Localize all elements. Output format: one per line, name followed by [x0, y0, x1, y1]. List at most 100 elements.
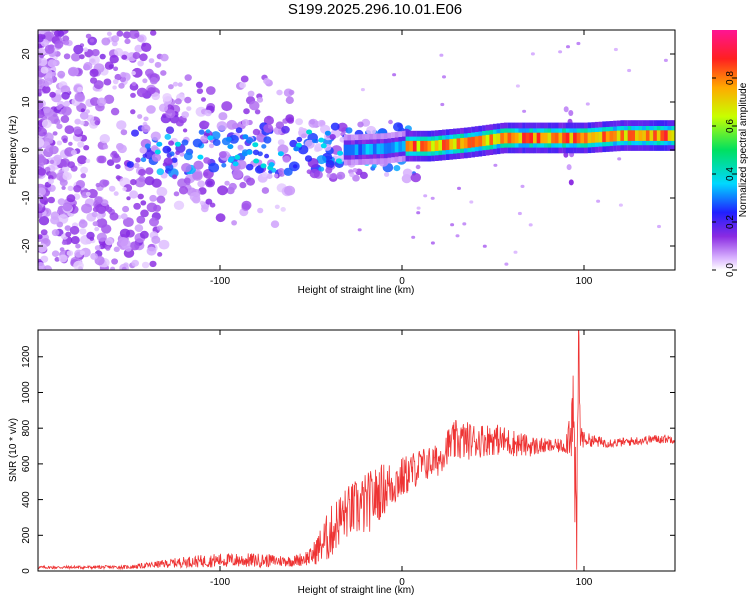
spectrogram-cell: [211, 131, 221, 140]
spectrogram-cell: [186, 106, 192, 111]
spectrogram-cell: [266, 173, 273, 179]
spectrogram-cell: [598, 131, 603, 143]
spectrogram-cell: [38, 204, 43, 212]
spectrogram-cell: [134, 224, 144, 233]
spectrogram-cell: [517, 211, 522, 216]
spectrogram-cell: [474, 136, 479, 147]
spectrogram-cell: [471, 136, 475, 148]
spectrogram-cell: [285, 114, 295, 123]
spectrogram-cell: [79, 250, 85, 256]
spectrogram-cell: [62, 202, 73, 212]
spectrogram-cell: [205, 129, 211, 134]
spectrogram-cell: [239, 82, 247, 89]
spectrogram-cell: [105, 246, 111, 251]
spectrogram-cell: [131, 67, 143, 78]
spectrogram-cell: [478, 135, 483, 147]
spectrogram-cell: [74, 118, 81, 125]
spectrogram-cell: [558, 50, 563, 54]
spectrogram-cell: [405, 140, 410, 152]
spectrogram-cell: [141, 42, 152, 52]
spectrogram-cell: [576, 41, 581, 46]
spectrogram-cell: [77, 86, 83, 93]
spectrogram-cell: [551, 132, 555, 144]
spectrogram-cell: [137, 193, 144, 200]
spectrogram-cell: [371, 163, 377, 169]
spectrogram-cell: [296, 136, 303, 143]
spectrogram-cell: [113, 153, 120, 159]
spectrogram-cell: [547, 132, 552, 144]
spectrogram-cell: [218, 112, 228, 121]
spectrogram-cell: [146, 246, 157, 256]
spectrogram-cell: [40, 255, 49, 263]
spectrogram-cell: [182, 128, 188, 133]
spectrogram-cell: [57, 214, 69, 224]
spectrogram-cell: [106, 159, 115, 167]
spectrogram-cell: [41, 119, 52, 129]
spectrogram-cell: [50, 216, 60, 225]
spectrogram-cell: [482, 135, 486, 146]
spectrogram-cell: [44, 81, 50, 87]
colorbar-label: Normalized spectral amplitude: [738, 82, 749, 217]
spectrogram-cell: [39, 196, 49, 205]
spectrogram-cell: [47, 59, 57, 68]
spectrogram-cell: [181, 111, 189, 119]
spectrogram-cell: [133, 162, 140, 169]
spectrogram-cell: [177, 82, 183, 87]
spectrogram-cell: [83, 145, 90, 151]
spectrogram-cell: [174, 141, 181, 147]
spectrogram-cell: [274, 204, 280, 209]
spectrogram-cell: [139, 53, 148, 62]
spectrogram-cell: [38, 168, 47, 176]
spectrogram-cell: [64, 125, 75, 134]
spectrogram-cell: [59, 247, 65, 252]
spectrogram-cell: [576, 132, 581, 144]
spectrogram-cell: [141, 261, 150, 269]
spectrogram-cell: [43, 265, 52, 270]
spectrogram-cell: [174, 98, 182, 105]
spectrogram-cell: [412, 140, 417, 152]
spectrogram-cell: [52, 131, 58, 136]
spectrogram-cell: [40, 66, 49, 74]
spectrogram-cell: [273, 173, 279, 178]
spectrogram-cell: [146, 202, 158, 213]
spectrogram-cell: [39, 53, 44, 59]
spectrogram-cell: [181, 163, 192, 173]
spectrogram-cell: [227, 144, 234, 150]
spectrogram-cell: [515, 84, 520, 88]
spectrogram-cell: [150, 131, 161, 141]
spectrogram-cell: [533, 132, 537, 144]
spectrogram-cell: [631, 130, 636, 141]
spectrogram-cell: [568, 110, 574, 116]
spectrogram-cell: [197, 180, 206, 188]
spectrogram-cell: [288, 89, 295, 95]
spectrogram-cell: [130, 109, 136, 115]
spectrogram-cell: [113, 66, 119, 72]
spectrogram-cell: [151, 153, 162, 162]
spectrogram-cell: [133, 202, 141, 210]
spectrogram-cell: [208, 162, 220, 173]
spectrogram-cell: [149, 217, 159, 227]
spectrogram-cell: [149, 260, 157, 268]
spectrogram-cell: [99, 179, 109, 188]
colorbar-tick-label: 0.6: [725, 119, 736, 133]
spectrogram-cell: [38, 265, 44, 270]
spectrogram-cell: [430, 196, 435, 200]
spectrogram-cell: [584, 132, 588, 144]
spectrogram-cell: [60, 115, 70, 123]
spectrogram-cell: [74, 92, 85, 102]
spectrogram-cell: [92, 206, 99, 213]
spectrogram-cell: [263, 136, 272, 144]
spectrogram-cell: [164, 133, 172, 140]
spectrogram-cell: [293, 146, 300, 152]
spectrogram-cell: [216, 121, 228, 131]
colorbar-tick-label: 0.0: [725, 263, 736, 277]
spectrogram-cell: [520, 184, 525, 188]
spectrogram-cell: [232, 161, 239, 167]
spectrogram-cell: [85, 191, 91, 197]
spectrogram-cell: [440, 102, 445, 107]
spectrogram-cell: [62, 35, 70, 42]
x-tick-label: -100: [210, 577, 230, 588]
spectrogram-cell: [165, 126, 175, 134]
spectrogram-cell: [660, 130, 665, 141]
spectrogram-cell: [85, 158, 91, 164]
